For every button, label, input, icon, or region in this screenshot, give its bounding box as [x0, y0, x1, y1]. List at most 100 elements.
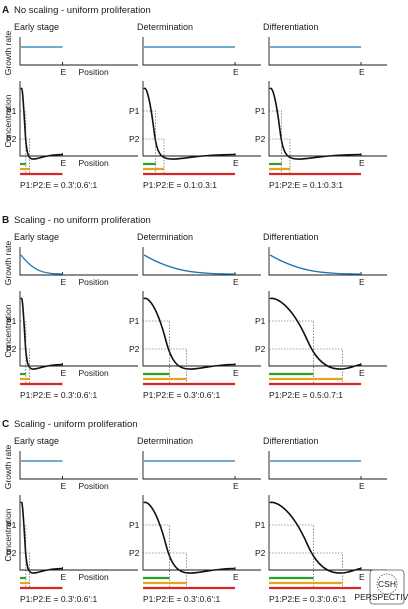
growth-rate-curve: [20, 254, 63, 275]
panel-b: B Scaling - no uniform proliferation Growt…: [2, 215, 387, 400]
panel-c: C Scaling - uniform proliferation Growth r…: [2, 419, 387, 604]
concentration-position-label: Position: [78, 368, 109, 378]
panel-title: Scaling - no uniform proliferation: [14, 215, 151, 226]
growth-position-label: Position: [78, 67, 109, 77]
concentration-axes: [19, 291, 138, 367]
panel-letter: A: [2, 5, 9, 16]
concentration-curve: [143, 297, 236, 370]
stage-name: Differentiation: [263, 22, 318, 32]
concentration-axes: [268, 81, 387, 157]
concentration-e-label: E: [60, 158, 66, 168]
ratio-label: P1:P2:E = 0.3':0.6':1: [20, 180, 97, 190]
p2-label: P2: [255, 134, 266, 144]
p1-label: P1: [6, 316, 17, 326]
stage-name: Early stage: [14, 436, 59, 446]
ratio-label: P1:P2:E = 0.1:0.3:1: [143, 180, 217, 190]
stage-name: Differentiation: [263, 436, 318, 446]
concentration-axes: [142, 495, 261, 571]
stage-1: Determination E E P1 P2 P1:P2:E = 0.3':0.6':1: [129, 232, 261, 400]
p2-label: P2: [6, 134, 17, 144]
p1-label: P1: [129, 520, 140, 530]
ratio-label: P1:P2:E = 0.3':0.6':1: [143, 390, 220, 400]
p1-guide: [143, 110, 157, 174]
p1-label: P1: [129, 106, 140, 116]
p1-label: P1: [6, 520, 17, 530]
concentration-e-label: E: [60, 572, 66, 582]
growth-axes: [19, 451, 138, 480]
stage-name: Determination: [137, 22, 193, 32]
concentration-curve: [269, 87, 362, 160]
p2-label: P2: [255, 344, 266, 354]
growth-axes: [19, 37, 138, 66]
stage-2: Differentiation E E P1 P2 P1:P2:E = 0.5:0.7:1: [255, 232, 387, 400]
concentration-axes: [268, 291, 387, 367]
panel-title: No scaling - uniform proliferation: [14, 5, 151, 16]
stage-0: Early stage E Position E Position P1 P2 P1:P2:E…: [6, 436, 138, 604]
growth-rate-axis-label: Growth rate: [3, 445, 13, 490]
concentration-curve: [20, 501, 63, 574]
growth-axes: [19, 247, 138, 276]
growth-rate-axis-label: Growth rate: [3, 241, 13, 286]
concentration-axis-label: Concentration: [3, 508, 13, 561]
stage-name: Differentiation: [263, 232, 318, 242]
csh-perspectives-logo: CSH PERSPECTIVES: [354, 569, 408, 605]
p2-guide: [20, 138, 30, 174]
concentration-curve: [20, 87, 63, 160]
stage-name: Determination: [137, 436, 193, 446]
stage-name: Determination: [137, 232, 193, 242]
ratio-label: P1:P2:E = 0.3':0.6':1: [269, 594, 346, 604]
stage-0: Early stage E Position E Position P1 P2 P1:P2:E…: [6, 232, 138, 400]
ratio-label: P1:P2:E = 0.3':0.6':1: [143, 594, 220, 604]
concentration-axes: [19, 81, 138, 157]
concentration-e-label: E: [60, 368, 66, 378]
concentration-e-label: E: [233, 368, 239, 378]
p2-label: P2: [255, 548, 266, 558]
p2-guide: [143, 348, 188, 384]
p2-label: P2: [129, 548, 140, 558]
growth-e-label: E: [233, 277, 239, 287]
growth-e-label: E: [60, 67, 66, 77]
concentration-curve: [143, 87, 236, 160]
p2-label: P2: [129, 134, 140, 144]
stage-name: Early stage: [14, 22, 59, 32]
panel-title: Scaling - uniform proliferation: [14, 419, 138, 430]
concentration-axes: [142, 81, 261, 157]
p2-label: P2: [6, 344, 17, 354]
growth-e-label: E: [233, 67, 239, 77]
concentration-e-label: E: [359, 572, 365, 582]
growth-rate-curve: [143, 254, 236, 275]
growth-axes: [142, 451, 261, 480]
concentration-curve: [269, 297, 362, 370]
ratio-label: P1:P2:E = 0.5:0.7:1: [269, 390, 343, 400]
p2-label: P2: [129, 344, 140, 354]
concentration-e-label: E: [233, 572, 239, 582]
concentration-axis-label: Concentration: [3, 94, 13, 147]
panel-letter: C: [2, 419, 9, 430]
p1-guide: [269, 110, 283, 174]
growth-e-label: E: [359, 481, 365, 491]
logo-subtext: PERSPECTIVES: [354, 592, 408, 602]
p2-guide: [20, 348, 30, 384]
p1-label: P1: [255, 106, 266, 116]
p1-label: P1: [6, 106, 17, 116]
stage-1: Determination E E P1 P2 P1:P2:E = 0.3':0.6':1: [129, 436, 261, 604]
stage-1: Determination E E P1 P2 P1:P2:E = 0.1:0.3:1: [129, 22, 261, 190]
growth-axes: [268, 247, 387, 276]
concentration-e-label: E: [359, 158, 365, 168]
p2-guide: [269, 138, 291, 174]
growth-axes: [142, 247, 261, 276]
p2-label: P2: [6, 548, 17, 558]
stage-2: Differentiation E E P1 P2 P1:P2:E = 0.3':0.6'…: [255, 436, 387, 604]
growth-axes: [268, 37, 387, 66]
p1-label: P1: [255, 316, 266, 326]
growth-position-label: Position: [78, 481, 109, 491]
concentration-e-label: E: [233, 158, 239, 168]
concentration-e-label: E: [359, 368, 365, 378]
concentration-position-label: Position: [78, 158, 109, 168]
concentration-curve: [143, 501, 236, 574]
p1-label: P1: [129, 316, 140, 326]
panel-letter: B: [2, 215, 9, 226]
growth-position-label: Position: [78, 277, 109, 287]
growth-e-label: E: [60, 481, 66, 491]
stage-2: Differentiation E E P1 P2 P1:P2:E = 0.1:0.3:1: [255, 22, 387, 190]
